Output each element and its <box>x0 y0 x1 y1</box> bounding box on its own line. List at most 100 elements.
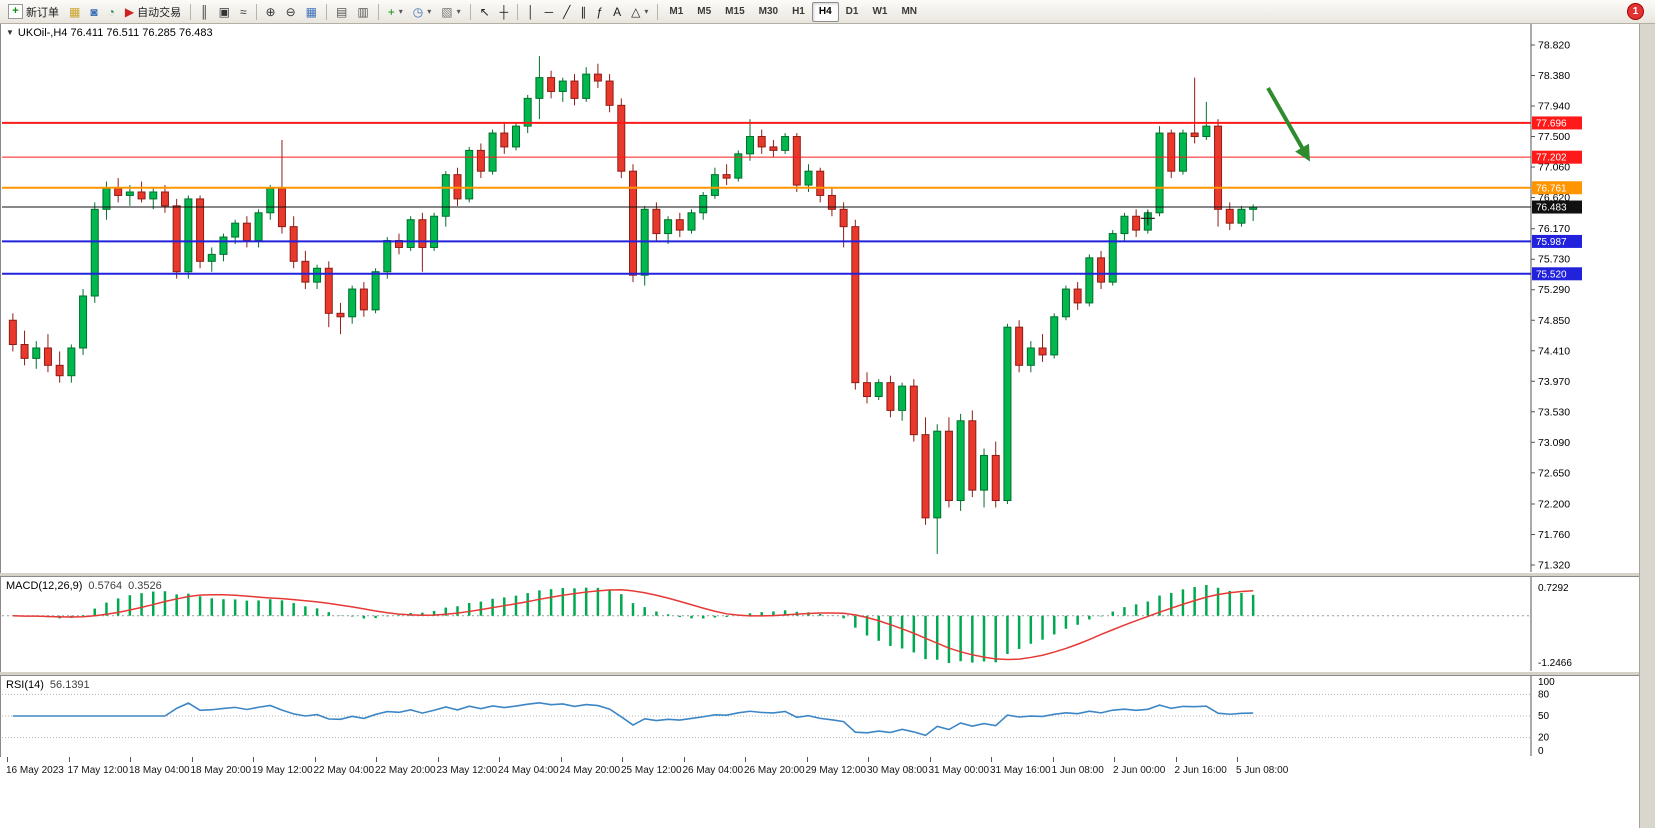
time-label: 18 May 20:00 <box>190 765 252 776</box>
new-order-button[interactable]: + 新订单 <box>3 1 64 22</box>
main-chart-panel[interactable]: ▼ UKOil-,H4 76.411 76.511 76.285 76.483 7… <box>0 23 1642 575</box>
templates-button[interactable]: ▧ ▾ <box>436 1 465 22</box>
candle-body <box>1132 215 1141 231</box>
price-label-box <box>1532 116 1582 130</box>
candle-body <box>722 174 731 179</box>
market-watch-button[interactable]: ◔ <box>103 1 120 22</box>
candle-body <box>874 382 883 398</box>
profiles-icon: ◙ <box>90 4 98 19</box>
time-tick <box>991 757 992 762</box>
horizontal-line-button[interactable]: ─ <box>540 1 559 22</box>
text-button[interactable]: A <box>608 1 626 22</box>
fibonacci-icon: ƒ <box>596 4 604 19</box>
current-price-label: 76.483 <box>1536 203 1567 214</box>
candle-body <box>114 188 123 196</box>
timeframe-m30-button[interactable]: M30 <box>752 2 785 22</box>
macd-panel[interactable]: MACD(12,26,9) 0.5764 0.3526 0.7292 -1.2466 <box>0 576 1642 674</box>
rsi-panel[interactable]: RSI(14) 56.1391 100 80 50 20 0 <box>0 675 1642 759</box>
candle-body <box>1167 132 1176 172</box>
chart-window-icon: ▦ <box>69 4 81 19</box>
time-label: 25 May 12:00 <box>621 765 682 776</box>
candle-body <box>67 347 76 377</box>
line-chart-button[interactable]: ≈ <box>235 1 252 22</box>
profiles-button[interactable]: ◙ <box>85 1 102 22</box>
channel-icon: ∥ <box>580 4 587 19</box>
timeframe-m5-button-label: M5 <box>697 6 712 17</box>
template-icon: ▧ <box>441 4 453 19</box>
price-tick-label: 71.320 <box>1538 560 1570 572</box>
candle-body <box>219 236 228 255</box>
rsi-axis-label: 100 <box>1538 677 1555 688</box>
trendline-icon: ╱ <box>563 4 571 19</box>
candle-body <box>944 430 953 502</box>
price-tick-label: 78.820 <box>1538 40 1570 52</box>
timeframe-h1-button[interactable]: H1 <box>785 2 812 22</box>
candle-body <box>781 136 790 151</box>
candle-body <box>1155 132 1164 214</box>
time-tick <box>929 757 931 762</box>
right-scrollbar[interactable] <box>1639 23 1655 828</box>
timeframe-d1-button-label: D1 <box>845 6 859 17</box>
panel-divider[interactable] <box>0 573 1640 576</box>
autotrading-button[interactable]: ▶ 自动交易 <box>120 1 186 22</box>
fibonacci-button[interactable]: ƒ <box>591 1 608 22</box>
panel-divider-2[interactable] <box>0 672 1640 675</box>
timeframe-w1-button[interactable]: W1 <box>865 2 894 22</box>
macd-label: MACD(12,26,9) <box>6 580 83 592</box>
zoom-in-button[interactable]: ⊕ <box>261 1 281 22</box>
arrange-tile-button[interactable]: ▥ <box>352 1 373 22</box>
time-tick <box>376 757 377 762</box>
candlestick-chart-button[interactable]: ▣ <box>214 1 235 22</box>
timeframe-mn-button[interactable]: MN <box>894 2 924 22</box>
text-icon: A <box>613 4 622 19</box>
trendline-button[interactable]: ╱ <box>558 1 575 22</box>
candle-body <box>629 170 637 276</box>
toolbar-separator <box>377 3 379 20</box>
indicators-button[interactable]: + ▾ <box>383 1 408 22</box>
notification-badge[interactable]: 1 <box>1627 3 1644 20</box>
time-label: 1 Jun 08:00 <box>1051 765 1104 776</box>
candle-body <box>465 149 474 200</box>
candle-body <box>289 226 298 262</box>
candle-body <box>1108 233 1117 283</box>
bar-chart-button[interactable]: ║ <box>195 1 214 22</box>
clock-icon: ◷ <box>412 4 424 19</box>
zoom-out-button[interactable]: ⊖ <box>281 1 301 22</box>
arrow-annotation[interactable] <box>1266 87 1310 162</box>
vertical-line-button[interactable]: │ <box>522 1 540 22</box>
price-label-box <box>1532 150 1582 164</box>
timeframe-m1-button-label: M1 <box>669 6 684 17</box>
price-tick-label: 72.650 <box>1538 467 1570 479</box>
timeframe-mn-button-label: MN <box>901 6 918 17</box>
time-tick <box>1114 757 1115 762</box>
time-tick <box>499 757 500 762</box>
timeframe-m30-button-label: M30 <box>758 6 779 17</box>
arrange-cascade-button[interactable]: ▤ <box>331 1 352 22</box>
tile-windows-button[interactable]: ▦ <box>301 1 322 22</box>
time-tick <box>437 757 439 762</box>
timeframe-m15-button[interactable]: M15 <box>718 2 751 22</box>
candle-body <box>20 344 29 359</box>
candle-body <box>301 260 310 283</box>
time-label: 22 May 20:00 <box>375 765 436 776</box>
channel-button[interactable]: ∥ <box>575 1 591 22</box>
time-label: 5 Jun 08:00 <box>1236 765 1289 776</box>
chart-dropdown-icon[interactable]: ▼ <box>6 28 14 37</box>
crosshair-button[interactable]: ┼ <box>495 1 514 22</box>
zoom-in-icon: ⊕ <box>265 4 276 19</box>
time-axis[interactable]: 16 May 2023 17 May 12:00 18 May 04:00 18 Ma… <box>0 757 1640 783</box>
timeframe-m5-button[interactable]: M5 <box>690 2 718 22</box>
timeframe-m1-button[interactable]: M1 <box>662 2 690 22</box>
timeframe-h4-button[interactable]: H4 <box>811 1 839 22</box>
candle-body <box>675 219 684 231</box>
bar-chart-icon: ║ <box>200 4 209 19</box>
periods-button[interactable]: ◷ ▾ <box>408 1 437 22</box>
candle-body <box>359 288 368 311</box>
charts-button[interactable]: ▦ <box>64 1 85 22</box>
current-price-box <box>1532 200 1582 214</box>
price-tick-label: 74.850 <box>1538 315 1570 327</box>
cursor-button[interactable]: ↖ <box>475 1 495 22</box>
dropdown-caret-icon: ▾ <box>456 7 461 16</box>
shapes-button[interactable]: △ ▾ <box>626 1 653 22</box>
timeframe-d1-button[interactable]: D1 <box>839 2 866 22</box>
